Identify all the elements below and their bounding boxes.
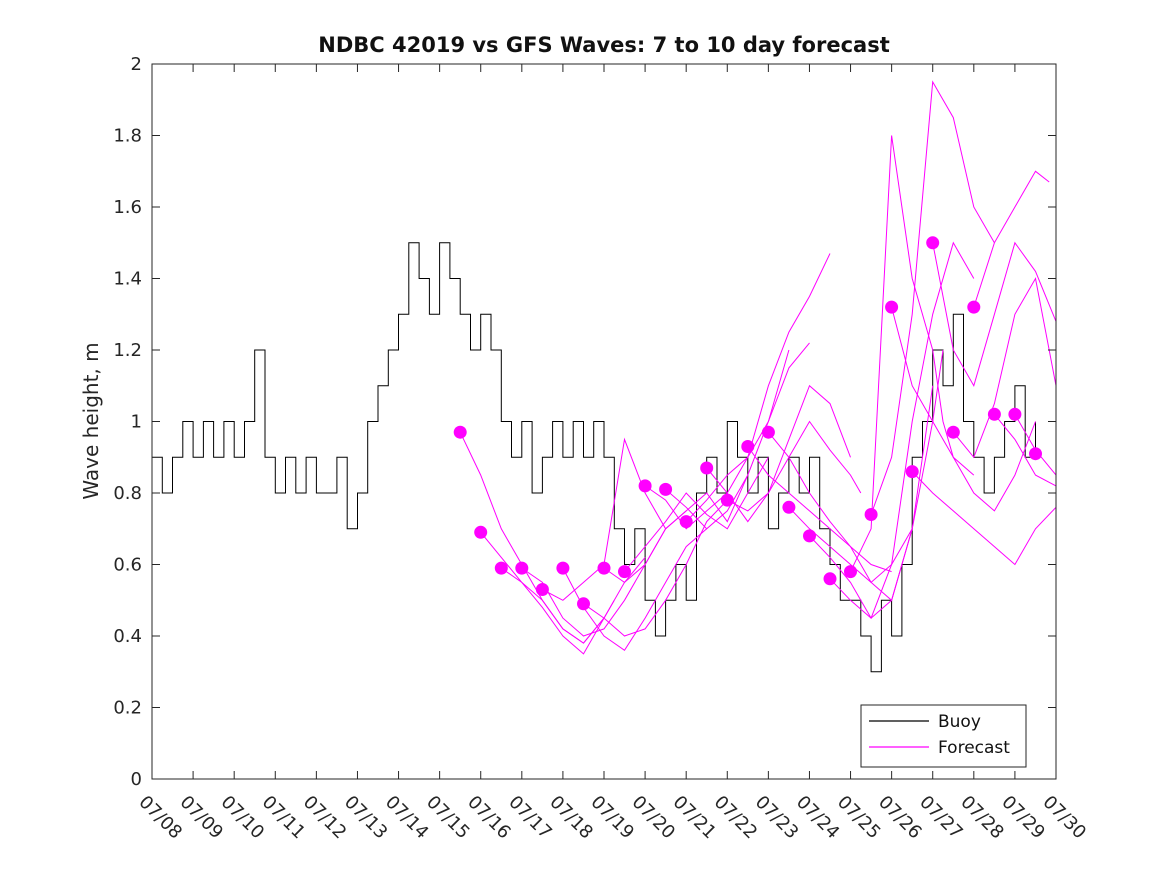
forecast-line-6 — [562, 528, 708, 652]
forecast-point — [864, 508, 878, 521]
forecast-line-19 — [829, 241, 975, 619]
forecast-line-14 — [727, 420, 862, 512]
y-tick-label: 0.6 — [113, 555, 142, 576]
forecast-point — [782, 500, 796, 514]
forecast-point — [967, 300, 981, 314]
forecast-point — [720, 493, 734, 507]
forecast-point — [885, 300, 899, 314]
forecast-point — [535, 583, 549, 596]
forecast-line-21 — [870, 80, 995, 515]
forecast-line-18 — [809, 349, 944, 619]
forecast-line-11 — [665, 342, 810, 530]
forecast-point — [803, 529, 816, 543]
y-tick-label: 1.8 — [113, 126, 142, 147]
forecast-line-12 — [685, 253, 831, 522]
forecast-line-22 — [891, 306, 1036, 512]
forecast-line-5 — [542, 437, 687, 601]
y-tick-label: 2 — [131, 54, 142, 75]
forecast-point — [700, 461, 714, 475]
forecast-point — [1008, 407, 1022, 421]
forecast-point — [1029, 447, 1042, 461]
forecast-line-15 — [747, 446, 892, 573]
forecast-point — [638, 479, 652, 493]
y-tick-label: 0 — [131, 769, 142, 790]
forecast-line-2 — [480, 531, 615, 655]
forecast-point — [515, 561, 529, 575]
forecast-line-8 — [603, 474, 749, 584]
forecast-point — [844, 565, 857, 579]
forecast-line-25 — [952, 277, 1057, 459]
forecast-line-26 — [973, 170, 1050, 308]
forecast-point — [659, 482, 673, 496]
forecast-line-24 — [932, 241, 1057, 387]
y-tick-label: 1.2 — [113, 340, 142, 361]
forecast-line-27 — [994, 413, 1057, 487]
forecast-point — [474, 525, 488, 539]
forecast-point — [946, 425, 960, 439]
y-tick-label: 1 — [131, 412, 142, 433]
y-tick-label: 0.2 — [113, 698, 142, 719]
forecast-line-16 — [768, 431, 913, 584]
legend-box — [860, 704, 1027, 768]
forecast-point — [741, 440, 755, 453]
legend-forecast-label: Forecast — [938, 738, 1010, 758]
forecast-point — [597, 561, 611, 575]
forecast-line-3 — [501, 557, 646, 644]
chart-title: NDBC 42019 vs GFS Waves: 7 to 10 day for… — [318, 33, 889, 57]
legend: Buoy Forecast — [860, 704, 1027, 768]
forecast-line-23 — [911, 471, 1057, 566]
y-tick-label: 1.6 — [113, 197, 142, 218]
forecast-line-20 — [850, 135, 975, 572]
forecast-line-7 — [583, 499, 728, 637]
forecast-point — [926, 236, 940, 250]
forecast-point — [679, 515, 693, 529]
y-tick-label: 0.8 — [113, 483, 142, 504]
forecast-point — [761, 425, 775, 439]
forecast-point — [494, 561, 508, 575]
forecast-point — [987, 407, 1001, 421]
forecast-point — [618, 565, 631, 579]
y-tick-label: 0.4 — [113, 626, 142, 647]
forecast-line-9 — [624, 457, 769, 572]
buoy-line — [152, 242, 1036, 673]
forecast-point — [556, 561, 570, 575]
forecast-point — [905, 465, 919, 479]
y-tick-label: 1.4 — [113, 269, 142, 290]
plot-area — [152, 80, 1057, 673]
legend-buoy-label: Buoy — [938, 712, 981, 732]
forecast-point — [453, 425, 467, 439]
forecast-point — [577, 597, 590, 611]
forecast-point — [823, 572, 837, 586]
y-axis-label: Wave height, m — [79, 342, 103, 499]
